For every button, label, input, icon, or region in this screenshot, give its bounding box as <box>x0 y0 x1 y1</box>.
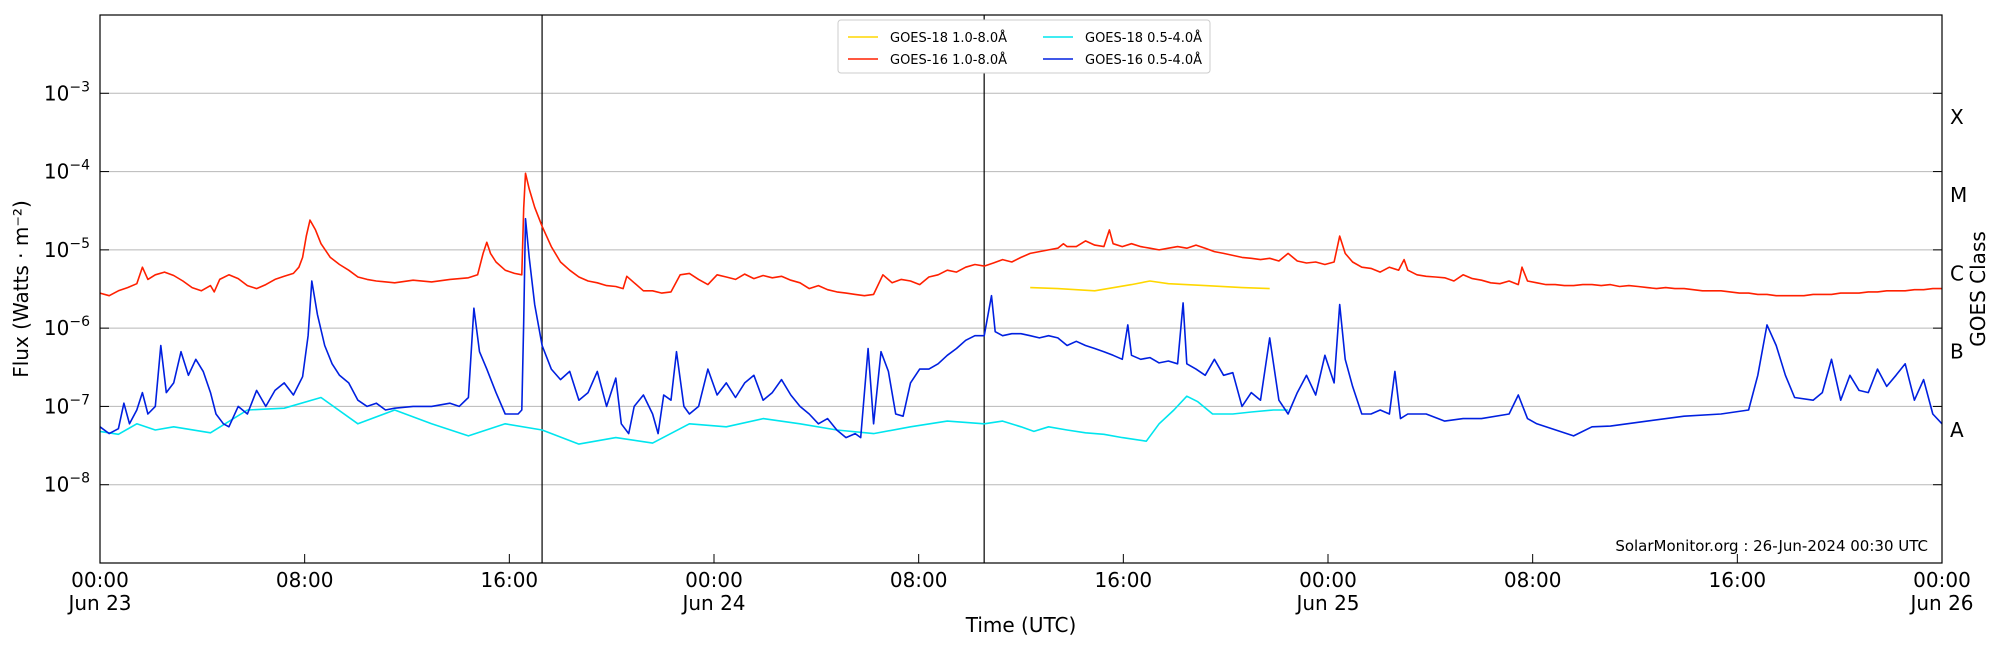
x-tick-date: Jun 23 <box>66 591 131 615</box>
y-tick-label-exponent: −7 <box>69 392 90 408</box>
legend-label: GOES-16 0.5-4.0Å <box>1085 52 1202 68</box>
goes-class-a: A <box>1950 418 1964 442</box>
plot-frame <box>99 14 1943 564</box>
y-axis-label: Flux (Watts · m⁻²) <box>9 200 33 378</box>
legend-box <box>837 19 1211 74</box>
y-tick-label-base: 10 <box>44 238 69 262</box>
series-line <box>99 172 1942 297</box>
y-tick-label: 10−8 <box>44 471 90 497</box>
day-divider-lines <box>541 15 985 563</box>
series-line <box>99 217 1943 439</box>
x-tick-time: 08:00 <box>276 568 334 592</box>
series-lines <box>99 172 1943 445</box>
y-tick-label: 10−4 <box>44 158 90 184</box>
goes-class-x: X <box>1950 105 1964 129</box>
goes-class-labels: A B C M X <box>1950 105 1967 442</box>
y-tick-label-exponent: −8 <box>69 471 90 487</box>
x-tick-time: 16:00 <box>1095 568 1153 592</box>
goes-class-c: C <box>1950 261 1964 285</box>
y-tick-label: 10−6 <box>44 314 90 340</box>
y-tick-label-exponent: −5 <box>69 236 90 252</box>
x-tick-time: 16:00 <box>1709 568 1767 592</box>
legend: GOES-18 1.0-8.0Å GOES-16 1.0-8.0Å GOES-18 … <box>837 19 1211 74</box>
goes-class-m: M <box>1950 183 1967 207</box>
x-tick-time: 00:00 <box>685 568 743 592</box>
x-tick-date: Jun 25 <box>1294 591 1359 615</box>
x-tick-time: 00:00 <box>1913 568 1971 592</box>
legend-label: GOES-18 0.5-4.0Å <box>1085 30 1202 46</box>
y-tick-label-base: 10 <box>44 316 69 340</box>
y-tick-label: 10−3 <box>44 79 90 105</box>
y-tick-label-base: 10 <box>44 473 69 497</box>
series-line <box>99 395 1289 445</box>
y-tick-label-exponent: −6 <box>69 314 90 330</box>
x-tick-time: 08:00 <box>1504 568 1562 592</box>
y-tick-label-base: 10 <box>44 160 69 184</box>
y-tick-label: 10−7 <box>44 392 90 418</box>
y-tick-label-exponent: −3 <box>69 79 90 95</box>
y-tick-label-base: 10 <box>44 394 69 418</box>
x-tick-time: 08:00 <box>890 568 948 592</box>
goes-class-b: B <box>1950 340 1964 364</box>
x-tick-date: Jun 24 <box>680 591 745 615</box>
right-axis-label: GOES Class <box>1966 231 1990 347</box>
y-axis-ticks: 10−810−710−610−510−410−3 <box>44 79 1942 497</box>
y-tick-label-base: 10 <box>44 81 69 105</box>
x-tick-date: Jun 26 <box>1908 591 1973 615</box>
legend-label: GOES-18 1.0-8.0Å <box>890 30 1007 46</box>
legend-label: GOES-16 1.0-8.0Å <box>890 52 1007 68</box>
x-tick-time: 16:00 <box>481 568 539 592</box>
source-annotation: SolarMonitor.org : 26-Jun-2024 00:30 UTC <box>1615 537 1928 555</box>
x-tick-time: 00:00 <box>1299 568 1357 592</box>
x-tick-time: 00:00 <box>71 568 129 592</box>
x-axis-label: Time (UTC) <box>965 613 1077 637</box>
y-tick-label-exponent: −4 <box>69 158 90 174</box>
y-tick-label: 10−5 <box>44 236 90 262</box>
series-line <box>1030 280 1270 292</box>
